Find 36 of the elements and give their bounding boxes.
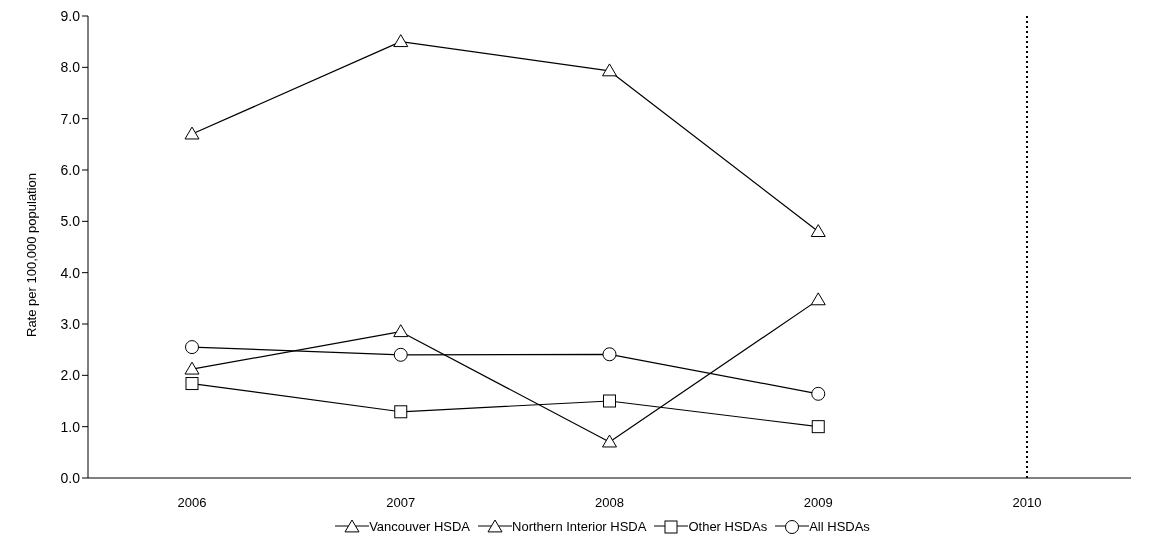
point xyxy=(393,347,408,362)
point xyxy=(393,34,409,48)
legend-label: Vancouver HSDA xyxy=(369,518,471,534)
point xyxy=(185,377,199,391)
y-tick-label: 2.0 xyxy=(60,367,81,384)
point xyxy=(185,340,199,355)
y-tick-label: 4.0 xyxy=(60,264,81,281)
point xyxy=(184,361,200,375)
point xyxy=(810,224,826,237)
y-tick-label: 7.0 xyxy=(60,110,81,127)
y-tick-label: 0.0 xyxy=(60,469,81,486)
legend-label: All HSDAs xyxy=(809,518,870,534)
point xyxy=(394,405,408,419)
y-tick-label: 9.0 xyxy=(60,7,81,24)
point xyxy=(603,394,616,408)
point xyxy=(811,386,826,401)
x-tick-label: 2008 xyxy=(595,495,624,511)
y-tick-label: 3.0 xyxy=(60,315,81,332)
point xyxy=(811,420,825,434)
point xyxy=(602,347,617,362)
point xyxy=(602,63,617,77)
point xyxy=(393,324,409,338)
y-tick-label: 5.0 xyxy=(60,213,81,230)
y-tick-label: 1.0 xyxy=(60,418,81,435)
x-tick-label: 2009 xyxy=(803,495,833,511)
legend-label: Other HSDAs xyxy=(688,518,768,534)
point xyxy=(602,434,617,448)
x-tick-label: 2006 xyxy=(177,495,207,511)
y-tick-label: 8.0 xyxy=(60,59,81,76)
point xyxy=(810,292,826,306)
x-tick-label: 2007 xyxy=(386,495,416,511)
legend-label: Northern Interior HSDA xyxy=(512,518,647,534)
point xyxy=(184,126,200,140)
y-tick-label: 6.0 xyxy=(60,161,81,178)
x-tick-label: 2010 xyxy=(1012,495,1042,511)
y-axis-title: Rate per 100,000 population xyxy=(23,172,39,337)
